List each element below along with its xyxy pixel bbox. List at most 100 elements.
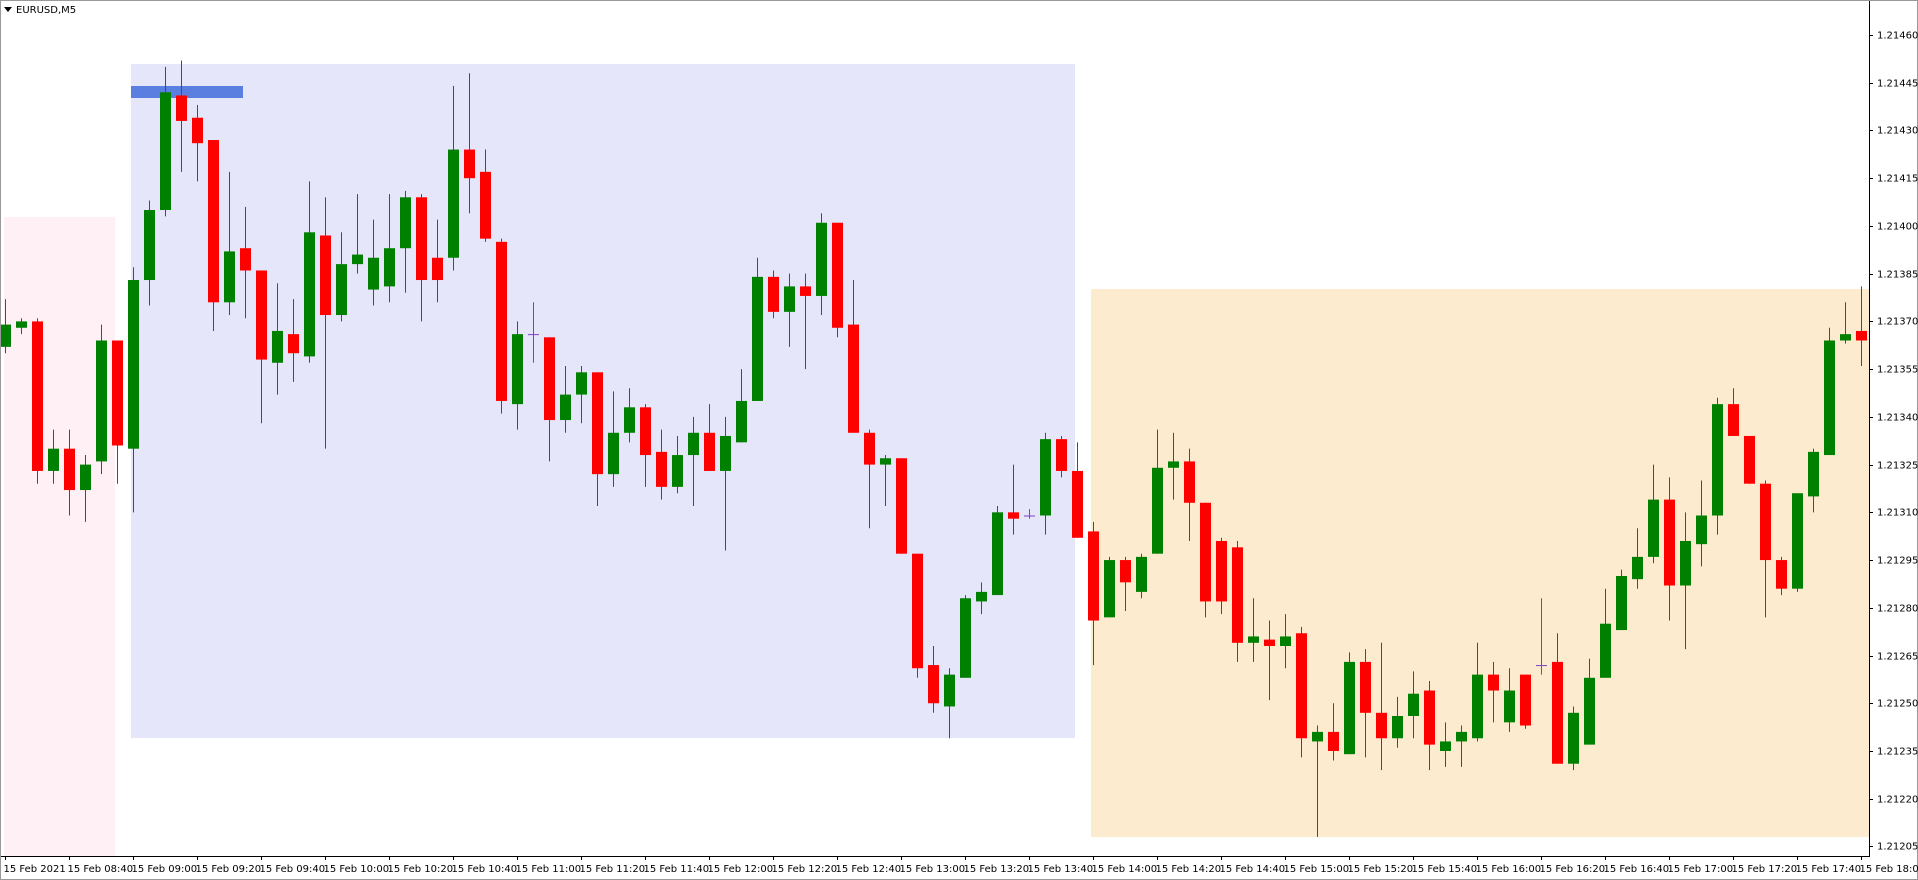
candle-body (480, 171, 491, 239)
candle-body (272, 330, 283, 363)
candle-body (1776, 560, 1787, 589)
y-tick-label: 1.21280 (1877, 604, 1918, 615)
x-tick-label: 15 Feb 12:00 (708, 864, 774, 875)
y-tick-label: 1.21355 (1877, 365, 1918, 376)
candle-body (976, 591, 987, 602)
candle-body (1792, 493, 1803, 589)
candle-body (48, 448, 59, 471)
candle-body (736, 400, 747, 443)
candle-body (1520, 674, 1531, 726)
symbol-menu-arrow[interactable] (4, 7, 12, 12)
candle-body (960, 598, 971, 678)
candle-body (416, 197, 427, 281)
candle-body (784, 286, 795, 312)
candle-body (560, 394, 571, 421)
x-tick-label: 15 Feb 14:00 (1092, 864, 1158, 875)
candle-body (1280, 636, 1291, 646)
candle-body (1680, 540, 1691, 586)
x-tick-label: 15 Feb 17:40 (1796, 864, 1862, 875)
x-tick-label: 15 Feb 2021 (4, 864, 66, 875)
candle-body (288, 334, 299, 354)
candle-body (992, 512, 1003, 596)
candle-body (1024, 515, 1035, 517)
candle-body (0, 324, 11, 347)
candle-body (320, 235, 331, 316)
y-tick-label: 1.21460 (1877, 31, 1918, 42)
candle-body (1088, 531, 1099, 621)
candle-body (880, 458, 891, 465)
candle-body (864, 432, 875, 465)
x-tick-label: 15 Feb 16:20 (1540, 864, 1606, 875)
candle-body (1232, 547, 1243, 643)
y-tick-label: 1.21265 (1877, 652, 1918, 663)
candle-body (1408, 693, 1419, 716)
x-tick-label: 15 Feb 09:20 (196, 864, 262, 875)
candle-body (464, 149, 475, 179)
x-tick-label: 15 Feb 11:00 (516, 864, 582, 875)
candle-body (1296, 633, 1307, 739)
candle-body (1344, 661, 1355, 755)
candle-body (720, 435, 731, 471)
candle-body (528, 334, 539, 336)
y-tick-label: 1.21310 (1877, 508, 1918, 519)
candle-body (1200, 502, 1211, 602)
candle-body (256, 270, 267, 360)
candle-body (64, 448, 75, 491)
candle-body (1664, 499, 1675, 586)
candle-body (1808, 451, 1819, 497)
x-tick-label: 15 Feb 10:20 (388, 864, 454, 875)
x-tick-label: 15 Feb 16:00 (1476, 864, 1542, 875)
candle-body (1120, 560, 1131, 583)
x-tick-label: 15 Feb 15:00 (1284, 864, 1350, 875)
candle-body (848, 324, 859, 433)
x-tick-label: 15 Feb 15:20 (1348, 864, 1414, 875)
candle-body (176, 95, 187, 121)
candle-body (640, 407, 651, 456)
x-tick-label: 15 Feb 11:40 (644, 864, 710, 875)
candle-body (1328, 731, 1339, 751)
y-tick-label: 1.21205 (1877, 842, 1918, 853)
candle-body (336, 264, 347, 316)
x-tick-label: 15 Feb 09:00 (132, 864, 198, 875)
x-tick-label: 15 Feb 12:20 (772, 864, 838, 875)
candle-body (1424, 690, 1435, 745)
y-tick-label: 1.21295 (1877, 556, 1918, 567)
candle-body (1840, 334, 1851, 341)
candle-body (1056, 439, 1067, 471)
candles (0, 60, 1867, 837)
x-tick-label: 15 Feb 08:40 (68, 864, 134, 875)
candle-body (1856, 330, 1867, 341)
y-tick-label: 1.21370 (1877, 317, 1918, 328)
candle-body (1568, 712, 1579, 764)
candle-body (912, 553, 923, 669)
candle-body (1360, 661, 1371, 713)
y-tick-label: 1.21340 (1877, 413, 1918, 424)
y-tick-label: 1.21400 (1877, 222, 1918, 233)
candle-body (1008, 512, 1019, 519)
x-tick-label: 15 Feb 16:40 (1604, 864, 1670, 875)
candle-body (1392, 715, 1403, 739)
candle-body (544, 337, 555, 421)
candle-body (1376, 712, 1387, 739)
candle-body (800, 286, 811, 296)
candle-body (496, 241, 507, 401)
y-tick-label: 1.21445 (1877, 79, 1918, 90)
candle-body (608, 432, 619, 475)
candle-body (1216, 540, 1227, 602)
candle-body (432, 257, 443, 281)
candle-body (704, 432, 715, 471)
candle-body (1152, 467, 1163, 554)
candle-body (1536, 665, 1547, 667)
y-tick-label: 1.21235 (1877, 747, 1918, 758)
x-tick-label: 15 Feb 13:00 (900, 864, 966, 875)
candle-body (1168, 461, 1179, 468)
candle-body (128, 280, 139, 449)
x-tick-label: 15 Feb 18:00 (1860, 864, 1918, 875)
candle-body (1472, 674, 1483, 739)
candle-body (768, 276, 779, 312)
candle-body (1728, 404, 1739, 436)
candle-body (576, 372, 587, 395)
candle-body (1488, 674, 1499, 691)
